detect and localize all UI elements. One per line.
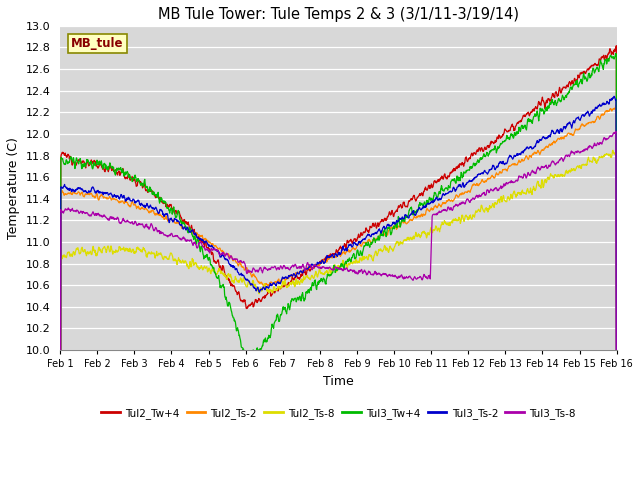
Y-axis label: Temperature (C): Temperature (C) [7, 137, 20, 239]
X-axis label: Time: Time [323, 374, 354, 387]
Legend: Tul2_Tw+4, Tul2_Ts-2, Tul2_Ts-8, Tul3_Tw+4, Tul3_Ts-2, Tul3_Ts-8: Tul2_Tw+4, Tul2_Ts-2, Tul2_Ts-8, Tul3_Tw… [97, 404, 580, 423]
Title: MB Tule Tower: Tule Temps 2 & 3 (3/1/11-3/19/14): MB Tule Tower: Tule Temps 2 & 3 (3/1/11-… [158, 7, 519, 22]
Text: MB_tule: MB_tule [71, 37, 124, 50]
